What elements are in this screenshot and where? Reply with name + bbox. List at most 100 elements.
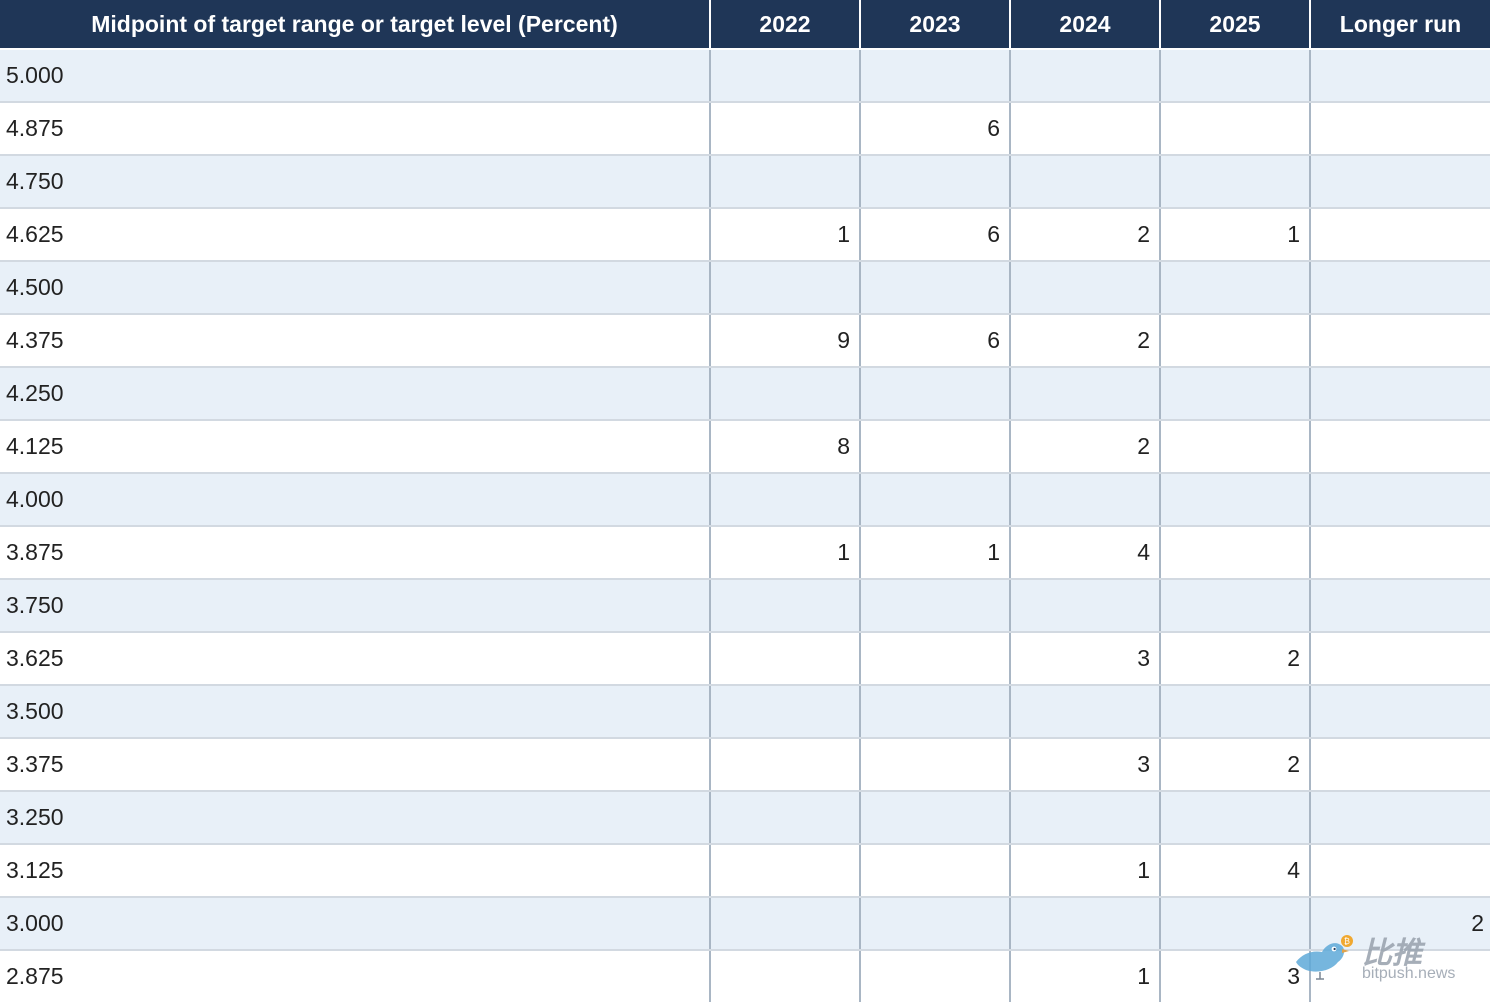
row-level-label: 4.375 xyxy=(0,314,711,368)
count-cell xyxy=(1160,367,1311,421)
count-cell xyxy=(710,632,861,686)
count-cell xyxy=(1310,314,1490,368)
table-header: Midpoint of target range or target level… xyxy=(0,0,1490,50)
count-cell xyxy=(1310,844,1490,898)
count-cell xyxy=(710,261,861,315)
count-cell: 1 xyxy=(1010,844,1161,898)
count-cell xyxy=(860,261,1011,315)
row-level-label: 4.625 xyxy=(0,208,711,262)
count-cell: 1 xyxy=(1160,208,1311,262)
count-cell xyxy=(860,791,1011,845)
count-cell: 6 xyxy=(860,102,1011,156)
count-cell: 3 xyxy=(1010,738,1161,792)
table-body: 5.000 4.875 6 4.750 4.625 1 6 2 1 4.500 4.375 9 6 2 4.… xyxy=(0,49,1490,1002)
count-cell: 2 xyxy=(1310,897,1490,951)
count-cell xyxy=(1310,261,1490,315)
count-cell xyxy=(710,473,861,527)
table-row: 5.000 xyxy=(0,49,1490,103)
count-cell xyxy=(1310,685,1490,739)
count-cell xyxy=(710,897,861,951)
count-cell xyxy=(1310,738,1490,792)
table-row: 4.375 9 6 2 xyxy=(0,314,1490,368)
count-cell xyxy=(1010,473,1161,527)
count-cell xyxy=(710,155,861,209)
row-level-label: 4.875 xyxy=(0,102,711,156)
count-cell xyxy=(1160,473,1311,527)
row-level-label: 3.125 xyxy=(0,844,711,898)
count-cell: 2 xyxy=(1160,738,1311,792)
row-level-label: 4.250 xyxy=(0,367,711,421)
count-cell xyxy=(710,738,861,792)
count-cell xyxy=(710,367,861,421)
row-level-label: 3.500 xyxy=(0,685,711,739)
count-cell xyxy=(1310,526,1490,580)
count-cell xyxy=(1310,208,1490,262)
table-row: 3.625 3 2 xyxy=(0,632,1490,686)
row-level-label: 3.375 xyxy=(0,738,711,792)
count-cell xyxy=(1310,791,1490,845)
count-cell xyxy=(860,579,1011,633)
row-level-label: 4.000 xyxy=(0,473,711,527)
row-level-label: 3.250 xyxy=(0,791,711,845)
count-cell xyxy=(1010,579,1161,633)
count-cell xyxy=(860,897,1011,951)
count-cell xyxy=(1160,526,1311,580)
table-row: 3.500 xyxy=(0,685,1490,739)
count-cell xyxy=(860,738,1011,792)
count-cell xyxy=(710,844,861,898)
count-cell xyxy=(1310,420,1490,474)
count-cell xyxy=(710,950,861,1002)
column-header-2: 2023 xyxy=(860,0,1011,50)
count-cell xyxy=(1010,102,1161,156)
count-cell xyxy=(710,102,861,156)
count-cell xyxy=(1010,685,1161,739)
header-row: Midpoint of target range or target level… xyxy=(0,0,1490,50)
column-header-3: 2024 xyxy=(1010,0,1161,50)
table-row: 3.875 1 1 4 xyxy=(0,526,1490,580)
table-row: 3.250 xyxy=(0,791,1490,845)
count-cell xyxy=(1160,685,1311,739)
table-row: 3.375 3 2 xyxy=(0,738,1490,792)
count-cell xyxy=(1160,102,1311,156)
count-cell: 6 xyxy=(860,314,1011,368)
count-cell xyxy=(1160,261,1311,315)
count-cell xyxy=(1160,314,1311,368)
count-cell xyxy=(1160,420,1311,474)
count-cell xyxy=(860,420,1011,474)
row-level-label: 5.000 xyxy=(0,49,711,103)
count-cell xyxy=(710,791,861,845)
table-row: 4.750 xyxy=(0,155,1490,209)
table-row: 4.250 xyxy=(0,367,1490,421)
count-cell: 3 xyxy=(1010,632,1161,686)
count-cell: 1 xyxy=(860,526,1011,580)
count-cell xyxy=(860,473,1011,527)
table-row: 4.125 8 2 xyxy=(0,420,1490,474)
count-cell xyxy=(1310,579,1490,633)
count-cell xyxy=(860,49,1011,103)
row-level-label: 3.000 xyxy=(0,897,711,951)
count-cell: 8 xyxy=(710,420,861,474)
count-cell: 2 xyxy=(1010,208,1161,262)
count-cell xyxy=(1160,155,1311,209)
table-row: 4.625 1 6 2 1 xyxy=(0,208,1490,262)
count-cell: 4 xyxy=(1160,844,1311,898)
count-cell xyxy=(1310,950,1490,1002)
row-level-label: 3.875 xyxy=(0,526,711,580)
row-level-label: 4.750 xyxy=(0,155,711,209)
count-cell: 2 xyxy=(1010,314,1161,368)
count-cell xyxy=(1010,897,1161,951)
table-row: 3.125 1 4 xyxy=(0,844,1490,898)
count-cell xyxy=(1010,367,1161,421)
row-level-label: 4.125 xyxy=(0,420,711,474)
count-cell xyxy=(1310,155,1490,209)
column-header-5: Longer run xyxy=(1310,0,1490,50)
column-header-1: 2022 xyxy=(710,0,861,50)
count-cell xyxy=(1310,632,1490,686)
count-cell xyxy=(710,685,861,739)
row-level-label: 4.500 xyxy=(0,261,711,315)
count-cell xyxy=(1010,49,1161,103)
count-cell xyxy=(1160,791,1311,845)
count-cell xyxy=(1160,897,1311,951)
row-level-label: 3.750 xyxy=(0,579,711,633)
